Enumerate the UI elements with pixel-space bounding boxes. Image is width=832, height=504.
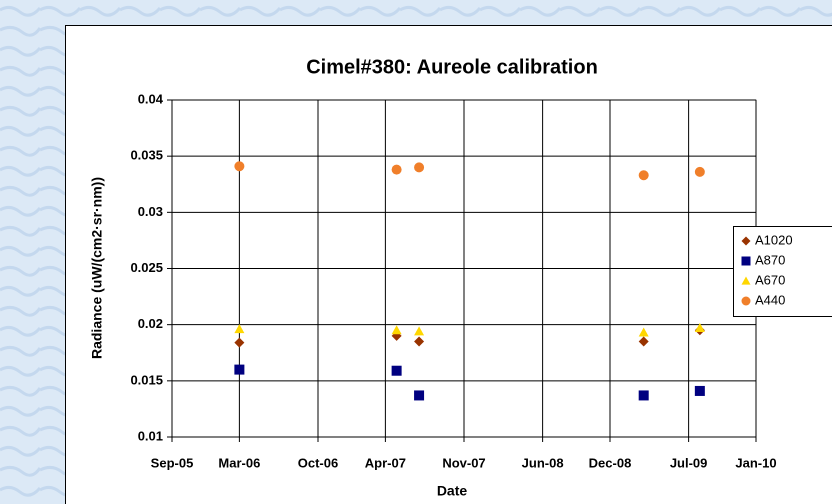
marker xyxy=(694,166,705,177)
marker xyxy=(391,325,402,335)
y-tick-label: 0.02 xyxy=(138,316,163,331)
y-tick-label: 0.03 xyxy=(138,204,163,219)
marker xyxy=(741,256,751,266)
x-tick-label: Jun-08 xyxy=(522,455,564,470)
marker xyxy=(414,336,425,347)
legend-label: A440 xyxy=(755,292,785,307)
x-axis-label: Date xyxy=(437,483,468,499)
x-tick-label: Oct-06 xyxy=(298,455,338,470)
marker xyxy=(414,390,425,401)
x-tick-label: Jan-10 xyxy=(735,455,776,470)
y-tick-label: 0.025 xyxy=(130,260,163,275)
marker xyxy=(234,324,245,334)
marker xyxy=(694,323,705,333)
marker xyxy=(741,276,751,285)
marker xyxy=(741,296,751,306)
x-tick-label: Apr-07 xyxy=(365,455,406,470)
marker xyxy=(234,161,245,172)
marker xyxy=(414,162,425,173)
marker xyxy=(638,327,649,337)
x-tick-label: Mar-06 xyxy=(218,455,260,470)
legend-label: A670 xyxy=(755,272,785,287)
y-tick-label: 0.01 xyxy=(138,428,163,443)
x-tick-label: Nov-07 xyxy=(442,455,485,470)
marker xyxy=(638,390,649,401)
legend-label: A1020 xyxy=(755,232,793,247)
x-tick-label: Jul-09 xyxy=(670,455,708,470)
marker xyxy=(414,326,425,336)
marker xyxy=(391,365,402,376)
x-tick-label: Sep-05 xyxy=(151,455,194,470)
legend-label: A870 xyxy=(755,252,785,267)
marker xyxy=(638,170,649,181)
marker xyxy=(741,236,751,246)
y-tick-label: 0.04 xyxy=(138,91,164,106)
chart-title: Cimel#380: Aureole calibration xyxy=(306,56,598,78)
marker xyxy=(391,164,402,175)
y-axis-label: Radiance (uW/(cm2·sr·nm)) xyxy=(89,177,105,359)
marker xyxy=(694,385,705,396)
y-tick-label: 0.015 xyxy=(130,372,163,387)
marker xyxy=(234,337,245,348)
x-tick-label: Dec-08 xyxy=(589,455,632,470)
marker xyxy=(638,336,649,347)
marker xyxy=(234,364,245,375)
y-tick-label: 0.035 xyxy=(130,148,163,163)
